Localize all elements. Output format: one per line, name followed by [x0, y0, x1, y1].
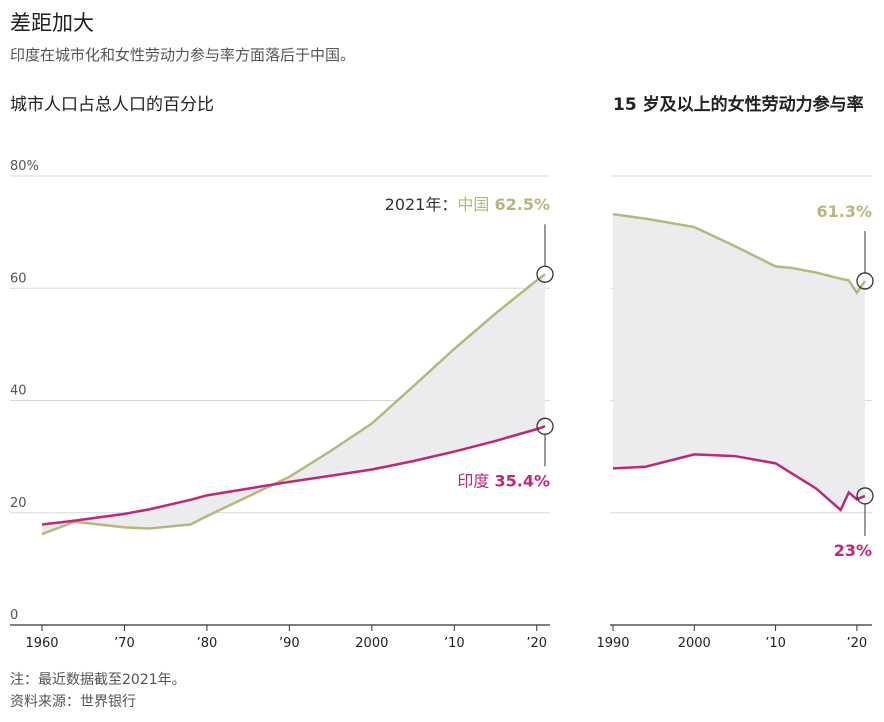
- note: 注：最近数据截至2021年。: [10, 672, 186, 688]
- series-name: 中国: [457, 195, 489, 214]
- x-tick-label: ’70: [114, 636, 135, 651]
- y-tick-label: 20: [10, 496, 27, 511]
- y-tick-label: 60: [10, 271, 27, 286]
- x-tick-label: ’20: [847, 636, 868, 651]
- title: 差距加大: [10, 11, 94, 35]
- gap-area: [613, 214, 865, 510]
- value-label: 62.5%: [494, 195, 550, 214]
- series-line: [41, 273, 546, 536]
- x-tick-label: ’10: [444, 636, 465, 651]
- source: 资料来源：世界银行: [10, 694, 136, 710]
- value-label: 35.4%: [494, 471, 550, 490]
- annotation: 2021年：: [385, 195, 458, 214]
- x-tick-label: ’10: [765, 636, 786, 651]
- subtitle: 印度在城市化和女性劳动力参与率方面落后于中国。: [10, 46, 355, 64]
- panel-title: 城市人口占总人口的百分比: [10, 95, 214, 115]
- panel-title: 15 岁及以上的女性劳动力参与率: [613, 94, 864, 115]
- x-tick-label: 1990: [596, 636, 629, 651]
- end-label: 2021年：中国 62.5%: [385, 195, 550, 214]
- value-label: 23%: [834, 541, 872, 560]
- series-line: [612, 212, 867, 295]
- y-tick-label: 40: [10, 384, 27, 399]
- y-tick-label: 80%: [10, 159, 39, 174]
- end-label: 23%: [834, 541, 872, 560]
- value-label: 61.3%: [816, 202, 872, 221]
- gap-area: [42, 274, 545, 535]
- end-label: 印度 35.4%: [457, 471, 550, 490]
- x-tick-label: 2000: [355, 636, 388, 651]
- end-label: 61.3%: [816, 202, 872, 221]
- x-tick-label: ’80: [197, 636, 218, 651]
- series-name: 印度: [457, 471, 489, 490]
- series-line: [612, 453, 866, 512]
- y-tick-label: 0: [10, 608, 18, 623]
- end-marker: [536, 417, 554, 435]
- x-tick-label: ’20: [526, 636, 547, 651]
- end-marker: [536, 265, 554, 283]
- series-line: [41, 425, 546, 526]
- end-marker: [856, 487, 874, 505]
- end-marker: [856, 272, 874, 290]
- x-tick-label: ’90: [279, 636, 300, 651]
- x-tick-label: 2000: [678, 636, 711, 651]
- x-tick-label: 1960: [25, 636, 58, 651]
